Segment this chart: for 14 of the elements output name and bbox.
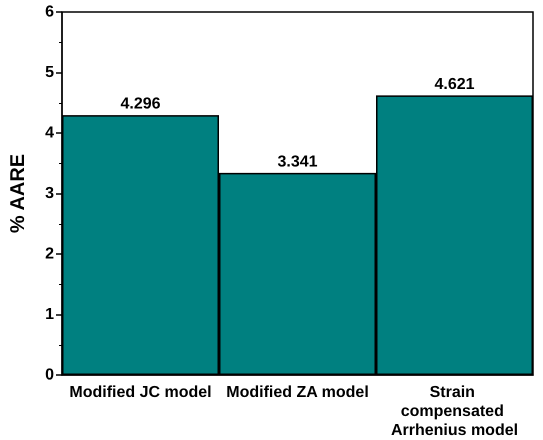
y-tick-label: 5	[45, 64, 54, 81]
y-tick-label: 0	[45, 366, 54, 384]
y-tick-label: 2	[45, 246, 54, 262]
y-axis-title: % AARE	[7, 154, 29, 234]
y-tick-label: 1	[45, 306, 54, 323]
data-label: 3.341	[277, 153, 318, 170]
y-tick-label: 6	[45, 4, 54, 20]
data-label: 4.296	[120, 96, 161, 113]
x-tick-label: Modified JC model	[69, 384, 212, 401]
x-tick-label: Strain compensated Arrhenius model	[390, 384, 518, 439]
y-tick-label: 3	[45, 185, 54, 202]
x-tick-label: Modified ZA model	[226, 384, 369, 401]
data-label: 4.621	[434, 76, 475, 93]
y-tick-label: 4	[45, 124, 54, 142]
